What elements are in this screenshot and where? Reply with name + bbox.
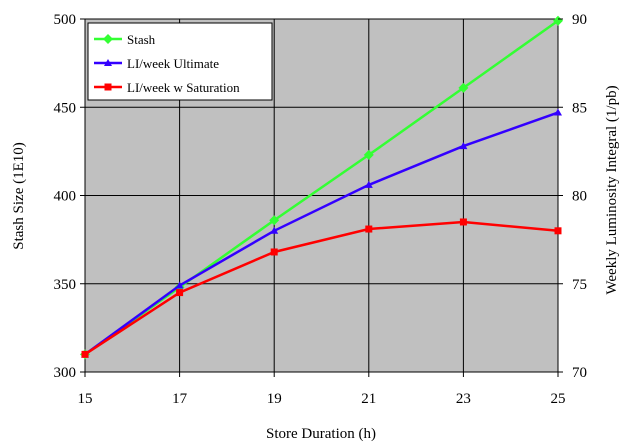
series-line-2 [84,220,559,356]
series-group [80,15,563,360]
y-axis-title: Stash Size (1E10) [11,142,27,249]
tick-labels: 15 17 19 21 23 25 300 350 400 450 500 70 75 80 85 90 [54,12,588,407]
y2-tick-label: 85 [572,100,587,116]
data-point-0 [458,82,469,93]
y-tick-label: 400 [54,189,77,205]
x-tick-label: 23 [456,391,471,407]
legend-marker [103,34,113,44]
data-point-0 [363,149,374,160]
x-axis-title: Store Duration (h) [266,426,376,442]
data-point-2 [459,218,467,226]
y-tick-label: 350 [54,277,77,293]
data-point-2 [81,350,89,358]
data-point-1 [175,281,184,289]
y-tick-label: 300 [54,365,77,381]
legend-label: Stash [127,32,156,47]
x-tick-label: 15 [78,391,93,407]
y2-tick-label: 70 [572,365,587,381]
data-point-2 [176,289,184,297]
y2-tick-label: 90 [572,12,587,28]
legend-marker [104,83,112,91]
data-point-2 [554,227,562,235]
y2-tick-label: 80 [572,189,587,205]
data-point-1 [554,108,562,116]
legend-marker [104,59,112,66]
data-point-0 [269,215,280,226]
x-tick-label: 25 [551,391,566,407]
legend-label: LI/week w Saturation [127,80,240,95]
data-point-1 [270,226,279,234]
x-tick-label: 21 [361,391,376,407]
data-point-2 [365,225,373,233]
legend: Stash LI/week Ultimate LI/week w Saturatio… [87,22,273,101]
data-point-2 [270,248,278,256]
y2-tick-label: 75 [572,277,587,293]
y2-axis-title: Weekly Luminosity Integral (1/pb) [604,85,620,294]
y-tick-label: 450 [54,100,77,116]
data-point-1 [459,142,468,150]
x-tick-label: 17 [172,391,188,407]
y-tick-label: 500 [54,12,77,28]
x-tick-label: 19 [267,391,282,407]
legend-label: LI/week Ultimate [127,56,219,71]
data-point-1 [364,180,373,188]
data-point-0 [553,15,563,26]
series-line-1 [84,111,559,356]
